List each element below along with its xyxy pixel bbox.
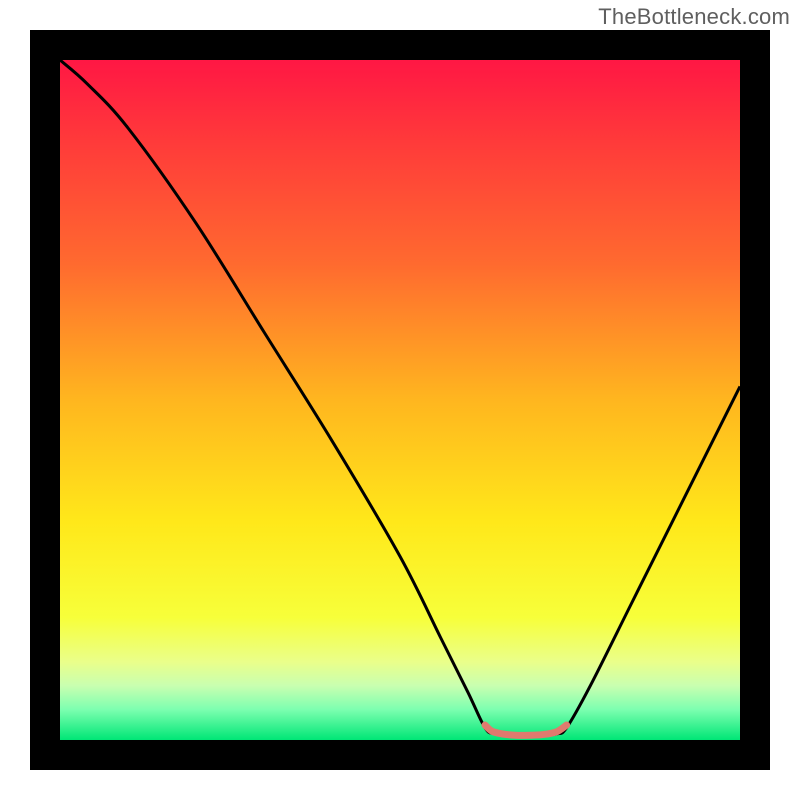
plot-background <box>60 60 740 740</box>
chart-container: TheBottleneck.com <box>0 0 800 800</box>
watermark-text: TheBottleneck.com <box>598 4 790 30</box>
bottleneck-chart <box>0 0 800 800</box>
